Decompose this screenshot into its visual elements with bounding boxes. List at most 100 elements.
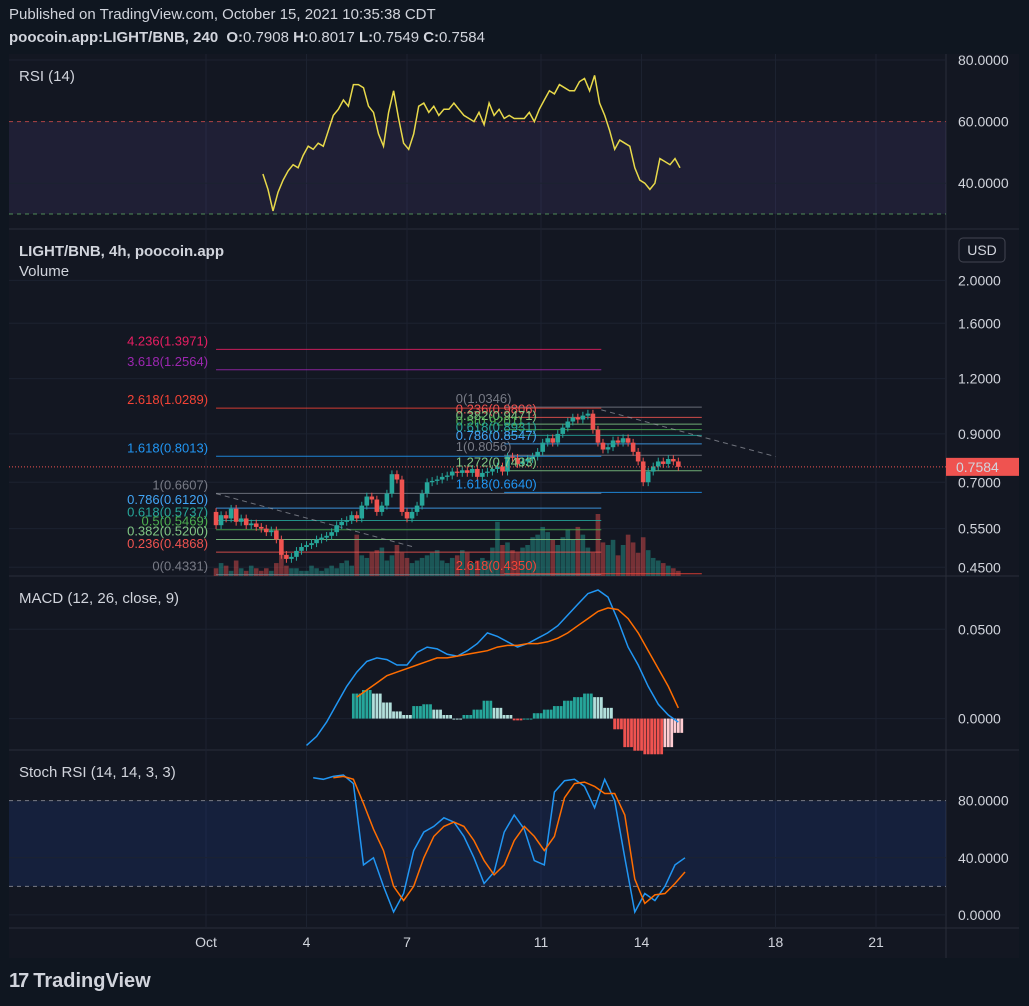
volume-bar	[535, 534, 540, 576]
macd-histogram-bar	[569, 700, 573, 719]
candle-body	[429, 480, 435, 483]
candle-body	[630, 442, 636, 452]
macd-histogram-bar	[419, 706, 422, 719]
volume-bar	[625, 534, 631, 576]
candle-body	[560, 427, 566, 434]
volume-bar	[505, 542, 510, 576]
symbol-line: poocoin.app:LIGHT/BNB, 240 O:0.7908 H:0.…	[9, 29, 485, 46]
signal-line	[356, 607, 679, 709]
volume-bar	[299, 570, 304, 576]
volume-bar	[218, 563, 224, 576]
candle-body	[374, 499, 380, 512]
macd-histogram-bar	[512, 718, 516, 721]
candle-body	[465, 470, 470, 473]
macd-histogram-bar	[422, 704, 426, 719]
macd-histogram-bar	[673, 718, 677, 733]
macd-histogram-bar	[566, 700, 570, 719]
close-value: 0.7584	[439, 29, 485, 46]
macd-histogram-bar	[596, 697, 600, 719]
candle-body	[530, 456, 535, 460]
volume-bar	[480, 557, 485, 576]
fib-label-right: 0.5(0.9201)	[456, 414, 523, 429]
price-tick: 1.2000	[958, 371, 1001, 387]
candle-body	[676, 461, 681, 467]
volume-bar	[515, 552, 520, 576]
price-tick: 0.4500	[958, 559, 1001, 575]
macd-histogram-bar	[475, 709, 479, 719]
volume-bar	[243, 570, 249, 576]
macd-histogram-bar	[482, 700, 486, 719]
macd-histogram-bar	[586, 693, 590, 719]
fib-label-right: 0.382(0.9471)	[456, 408, 537, 423]
candle-body	[540, 442, 545, 452]
macd-histogram-bar	[549, 709, 553, 719]
candle-body	[454, 471, 460, 473]
volume-bar	[264, 568, 269, 576]
volume-bar	[294, 568, 299, 576]
volume-bar	[655, 560, 661, 576]
fib-label-left: 3.618(1.2564)	[127, 354, 208, 369]
candle-body	[233, 508, 239, 522]
macd-histogram-bar	[630, 718, 633, 748]
candle-body	[369, 496, 375, 500]
candle-body	[495, 466, 500, 469]
macd-histogram-bar	[455, 718, 459, 720]
volume-bar	[439, 560, 445, 576]
volume-bar	[490, 547, 495, 576]
macd-histogram-bar	[378, 693, 382, 719]
volume-bar	[359, 555, 365, 576]
macd-histogram-bar	[660, 718, 664, 755]
candle-body	[344, 520, 349, 522]
high-label: H:	[293, 29, 309, 46]
macd-histogram-bar	[643, 718, 647, 755]
volume-bar	[238, 568, 244, 576]
macd-histogram-bar	[663, 718, 667, 748]
volume-bar	[555, 545, 561, 576]
fib-label-right: 0.786(0.8547)	[456, 428, 537, 443]
candle-body	[294, 550, 299, 557]
currency-button[interactable]	[958, 237, 1006, 263]
fib-label-left: 0.236(0.4868)	[127, 536, 208, 551]
price-tick: 40.0000	[958, 850, 1009, 866]
fib-label-right: 1.272(0.7433)	[456, 455, 537, 470]
tradingview-logo[interactable]: 17 TradingView	[9, 970, 151, 993]
candle-body	[575, 417, 581, 420]
volume-bar	[635, 552, 641, 576]
macd-histogram-bar	[388, 702, 392, 719]
volume-bar	[671, 568, 676, 576]
volume-bar	[379, 547, 385, 576]
volume-bar	[510, 550, 515, 576]
macd-histogram-bar	[509, 715, 513, 719]
volume-bar	[580, 534, 586, 576]
volume-bar	[369, 552, 375, 576]
candle-body	[645, 471, 651, 483]
fib-label-right: 0.618(0.8931)	[456, 419, 537, 434]
candle-body	[274, 530, 279, 540]
candle-body	[349, 515, 355, 521]
macd-histogram-bar	[556, 706, 560, 719]
volume-bar	[354, 534, 360, 576]
candle-body	[615, 440, 621, 443]
macd-histogram-bar	[653, 718, 657, 755]
volume-bar	[329, 565, 334, 576]
volume-bar	[429, 552, 435, 576]
volume-bar	[650, 557, 656, 576]
candle-body	[258, 526, 264, 529]
candle-body	[555, 433, 561, 443]
macd-histogram-bar	[563, 700, 566, 719]
candle-body	[449, 471, 455, 476]
macd-histogram-bar	[472, 709, 476, 719]
price-tick: 0.0000	[958, 711, 1001, 727]
low-label: L:	[358, 29, 374, 46]
macd-title: MACD (12, 26, close, 9)	[19, 590, 179, 607]
time-tick: 11	[534, 934, 549, 950]
macd-histogram-bar	[529, 718, 533, 720]
candle-body	[304, 545, 309, 547]
volume-bar	[233, 560, 239, 576]
macd-histogram-bar	[372, 693, 375, 719]
volume-bar	[404, 557, 410, 576]
candle-body	[314, 539, 319, 544]
macd-histogram-bar	[616, 718, 620, 730]
candle-body	[580, 415, 586, 420]
